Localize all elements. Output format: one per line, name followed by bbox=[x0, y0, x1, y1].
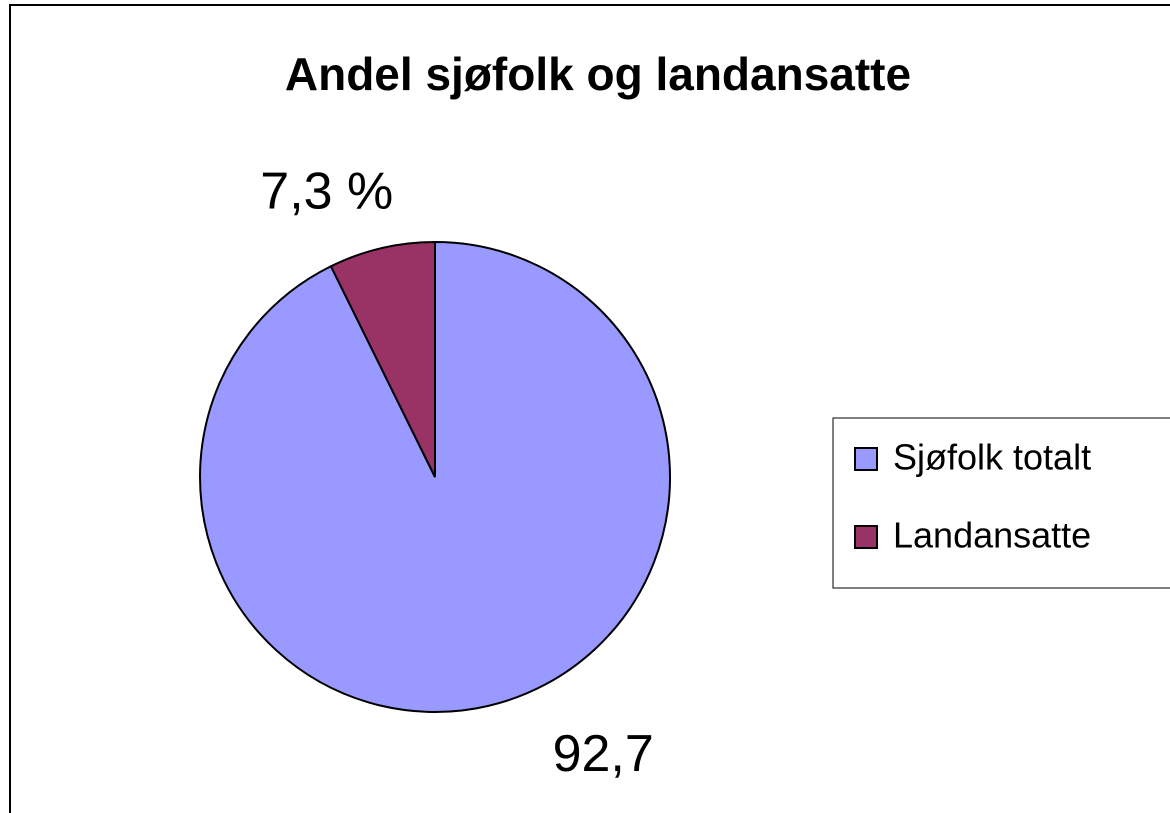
legend-swatch bbox=[854, 447, 878, 471]
legend-label: Landansatte bbox=[893, 515, 1091, 556]
legend-label: Sjøfolk totalt bbox=[893, 437, 1091, 478]
data-label: 7,3 % bbox=[260, 163, 393, 221]
legend-box bbox=[832, 417, 1170, 589]
pie-slice bbox=[329, 240, 436, 478]
legend-swatch bbox=[854, 525, 878, 549]
chart-title: Andel sjøfolk og landansatte bbox=[285, 48, 911, 100]
data-label: 92,7 bbox=[553, 725, 654, 783]
